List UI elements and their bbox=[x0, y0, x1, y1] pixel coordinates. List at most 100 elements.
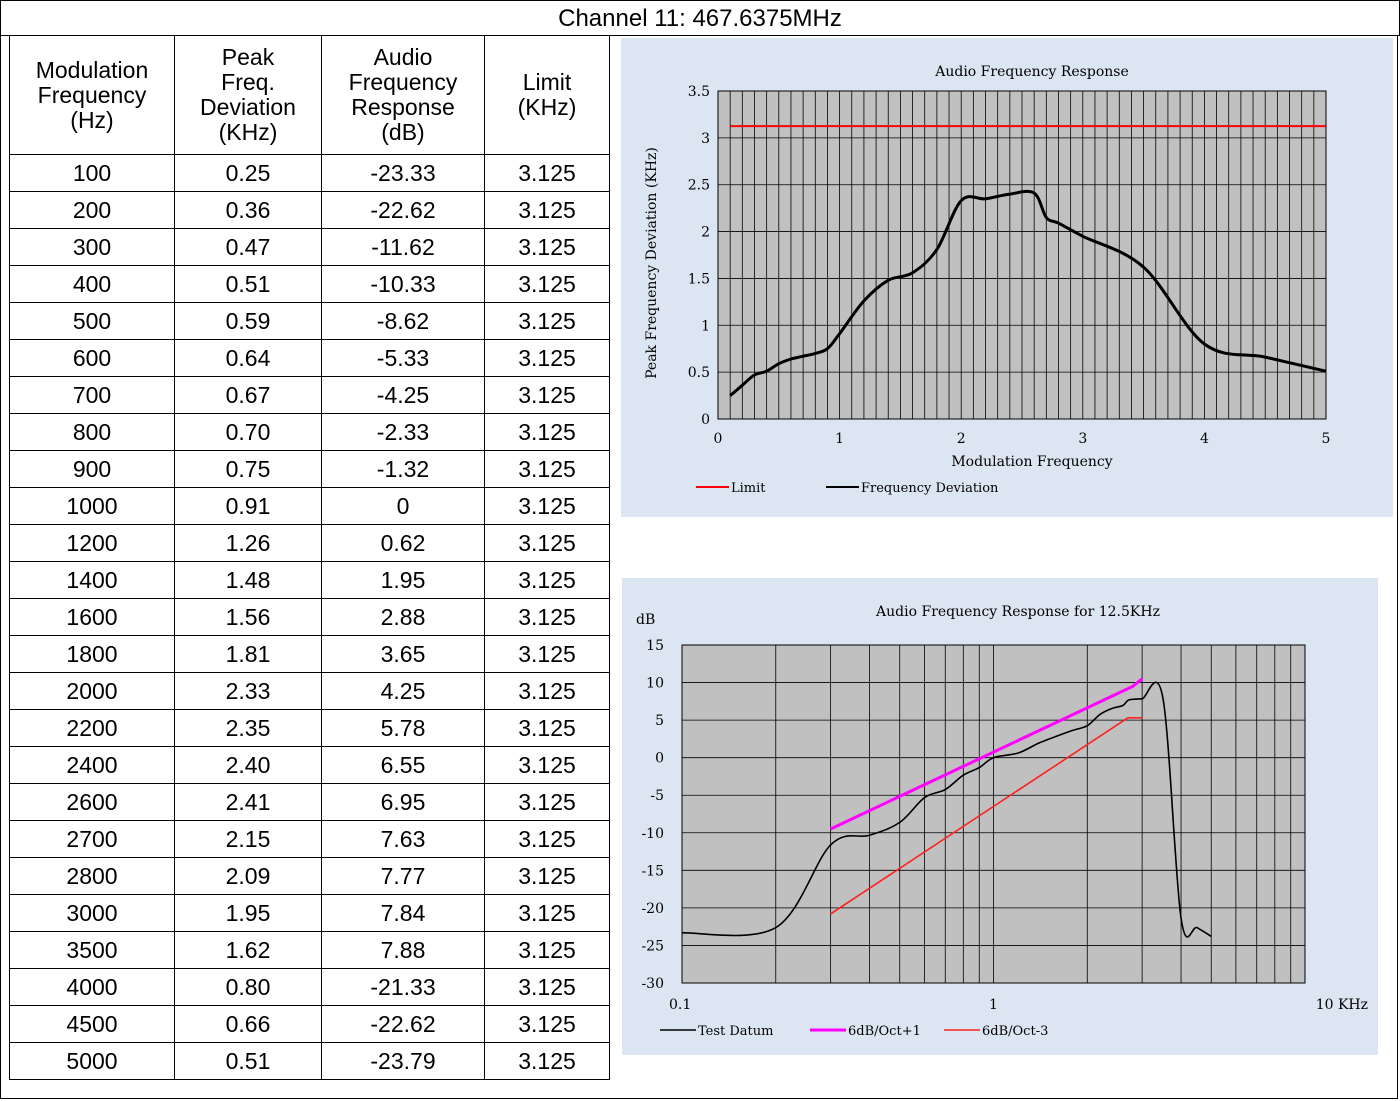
table-row: 3000 1.95 7.84 3.125 bbox=[9, 894, 610, 932]
cell-peak-deviation: 0.64 bbox=[174, 339, 322, 377]
table-header-row: Modulation Frequency (Hz) Peak Freq. Dev… bbox=[9, 35, 610, 155]
cell-peak-deviation: 2.35 bbox=[174, 709, 322, 747]
cell-modulation-frequency: 1600 bbox=[9, 598, 175, 636]
cell-limit: 3.125 bbox=[484, 561, 610, 599]
table-row: 2400 2.40 6.55 3.125 bbox=[9, 746, 610, 784]
y-tick-label: 1 bbox=[701, 318, 710, 334]
x-tick-label: 10 KHz bbox=[1316, 997, 1368, 1013]
chart-title: Audio Frequency Response for 12.5KHz bbox=[875, 604, 1160, 620]
cell-audio-response: 3.65 bbox=[321, 635, 485, 673]
table-body: 100 0.25 -23.33 3.125 200 0.36 -22.62 3.125 300 0… bbox=[9, 154, 610, 1080]
cell-audio-response: -1.32 bbox=[321, 450, 485, 488]
cell-limit: 3.125 bbox=[484, 339, 610, 377]
cell-peak-deviation: 1.62 bbox=[174, 931, 322, 969]
cell-modulation-frequency: 800 bbox=[9, 413, 175, 451]
cell-limit: 3.125 bbox=[484, 931, 610, 969]
cell-limit: 3.125 bbox=[484, 1042, 610, 1080]
cell-modulation-frequency: 900 bbox=[9, 450, 175, 488]
cell-limit: 3.125 bbox=[484, 783, 610, 821]
legend-label-limit: Limit bbox=[731, 481, 766, 496]
series-line-frequency-deviation bbox=[729, 189, 1327, 397]
series-line-test-datum bbox=[681, 681, 1212, 938]
cell-audio-response: 7.88 bbox=[321, 931, 485, 969]
cell-peak-deviation: 1.95 bbox=[174, 894, 322, 932]
cell-modulation-frequency: 1800 bbox=[9, 635, 175, 673]
cell-limit: 3.125 bbox=[484, 228, 610, 266]
x-tick-label: 3 bbox=[1078, 431, 1087, 447]
table-row: 1000 0.91 0 3.125 bbox=[9, 487, 610, 525]
y-tick-label: 3.5 bbox=[688, 84, 710, 100]
cell-limit: 3.125 bbox=[484, 1005, 610, 1043]
cell-modulation-frequency: 200 bbox=[9, 191, 175, 229]
table-row: 300 0.47 -11.62 3.125 bbox=[9, 228, 610, 266]
table-row: 600 0.64 -5.33 3.125 bbox=[9, 339, 610, 377]
cell-audio-response: 5.78 bbox=[321, 709, 485, 747]
cell-audio-response: 6.95 bbox=[321, 783, 485, 821]
cell-peak-deviation: 1.26 bbox=[174, 524, 322, 562]
cell-limit: 3.125 bbox=[484, 894, 610, 932]
table-row: 4500 0.66 -22.62 3.125 bbox=[9, 1005, 610, 1043]
cell-limit: 3.125 bbox=[484, 154, 610, 192]
cell-audio-response: -11.62 bbox=[321, 228, 485, 266]
cell-modulation-frequency: 2400 bbox=[9, 746, 175, 784]
y-tick-label: -10 bbox=[641, 826, 664, 842]
header-limit: Limit (KHz) bbox=[484, 35, 610, 155]
table-row: 1200 1.26 0.62 3.125 bbox=[9, 524, 610, 562]
cell-audio-response: -4.25 bbox=[321, 376, 485, 414]
cell-modulation-frequency: 2000 bbox=[9, 672, 175, 710]
cell-peak-deviation: 0.70 bbox=[174, 413, 322, 451]
y-tick-label: -25 bbox=[641, 938, 664, 954]
cell-limit: 3.125 bbox=[484, 376, 610, 414]
cell-modulation-frequency: 2200 bbox=[9, 709, 175, 747]
cell-modulation-frequency: 2700 bbox=[9, 820, 175, 858]
cell-audio-response: 0 bbox=[321, 487, 485, 525]
table-row: 2000 2.33 4.25 3.125 bbox=[9, 672, 610, 710]
cell-peak-deviation: 2.41 bbox=[174, 783, 322, 821]
cell-modulation-frequency: 300 bbox=[9, 228, 175, 266]
x-tick-label: 5 bbox=[1322, 431, 1331, 447]
cell-peak-deviation: 0.66 bbox=[174, 1005, 322, 1043]
cell-audio-response: 7.77 bbox=[321, 857, 485, 895]
table-row: 2800 2.09 7.77 3.125 bbox=[9, 857, 610, 895]
cell-audio-response: 0.62 bbox=[321, 524, 485, 562]
cell-modulation-frequency: 1400 bbox=[9, 561, 175, 599]
cell-modulation-frequency: 3500 bbox=[9, 931, 175, 969]
table-row: 900 0.75 -1.32 3.125 bbox=[9, 450, 610, 488]
cell-limit: 3.125 bbox=[484, 746, 610, 784]
table-row: 4000 0.80 -21.33 3.125 bbox=[9, 968, 610, 1006]
table-row: 700 0.67 -4.25 3.125 bbox=[9, 376, 610, 414]
cell-limit: 3.125 bbox=[484, 487, 610, 525]
measurement-table: Modulation Frequency (Hz) Peak Freq. Dev… bbox=[9, 35, 610, 1080]
cell-modulation-frequency: 4500 bbox=[9, 1005, 175, 1043]
table-row: 3500 1.62 7.88 3.125 bbox=[9, 931, 610, 969]
table-row: 2200 2.35 5.78 3.125 bbox=[9, 709, 610, 747]
cell-audio-response: -21.33 bbox=[321, 968, 485, 1006]
cell-limit: 3.125 bbox=[484, 968, 610, 1006]
y-tick-label: -20 bbox=[641, 901, 664, 917]
legend-label-6db-oct-minus-3: 6dB/Oct-3 bbox=[982, 1024, 1048, 1039]
cell-modulation-frequency: 700 bbox=[9, 376, 175, 414]
cell-peak-deviation: 0.67 bbox=[174, 376, 322, 414]
cell-peak-deviation: 0.59 bbox=[174, 302, 322, 340]
cell-limit: 3.125 bbox=[484, 302, 610, 340]
cell-audio-response: 7.84 bbox=[321, 894, 485, 932]
cell-limit: 3.125 bbox=[484, 820, 610, 858]
cell-peak-deviation: 1.56 bbox=[174, 598, 322, 636]
cell-modulation-frequency: 3000 bbox=[9, 894, 175, 932]
cell-limit: 3.125 bbox=[484, 857, 610, 895]
cell-audio-response: -5.33 bbox=[321, 339, 485, 377]
table-row: 1400 1.48 1.95 3.125 bbox=[9, 561, 610, 599]
cell-peak-deviation: 1.81 bbox=[174, 635, 322, 673]
cell-audio-response: 4.25 bbox=[321, 672, 485, 710]
table-row: 400 0.51 -10.33 3.125 bbox=[9, 265, 610, 303]
table-row: 5000 0.51 -23.79 3.125 bbox=[9, 1042, 610, 1080]
cell-modulation-frequency: 2800 bbox=[9, 857, 175, 895]
cell-limit: 3.125 bbox=[484, 524, 610, 562]
table-row: 2700 2.15 7.63 3.125 bbox=[9, 820, 610, 858]
cell-modulation-frequency: 5000 bbox=[9, 1042, 175, 1080]
table-row: 1800 1.81 3.65 3.125 bbox=[9, 635, 610, 673]
cell-audio-response: 1.95 bbox=[321, 561, 485, 599]
cell-audio-response: -10.33 bbox=[321, 265, 485, 303]
cell-limit: 3.125 bbox=[484, 635, 610, 673]
x-axis-label: Modulation Frequency bbox=[951, 454, 1112, 470]
